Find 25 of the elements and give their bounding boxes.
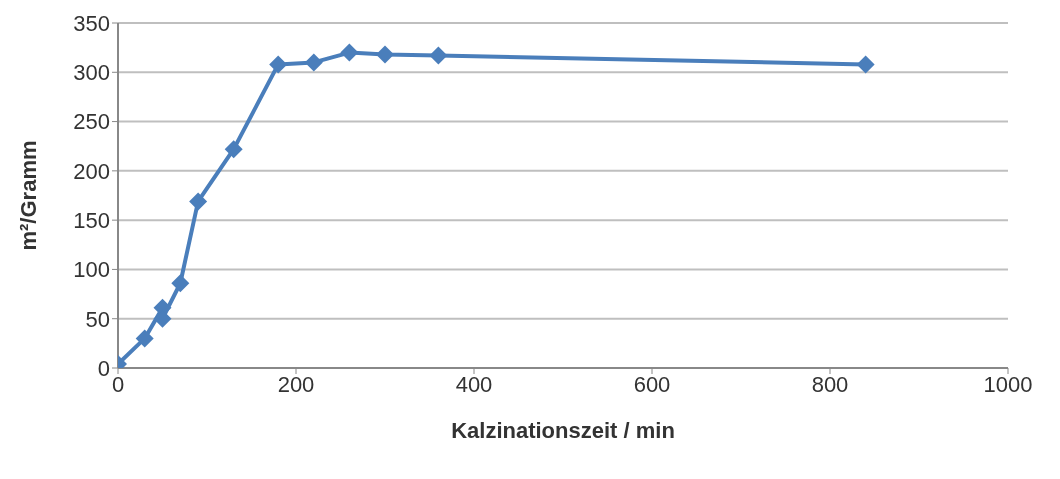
point xyxy=(189,192,208,211)
x-tick-label: 800 xyxy=(811,371,849,397)
y-tick-label: 50 xyxy=(85,306,110,332)
x-tick-label: 1000 xyxy=(983,371,1033,397)
y-tick-label: 300 xyxy=(73,60,110,86)
y-tick-label: 250 xyxy=(73,109,110,135)
point xyxy=(376,45,394,64)
y-axis-title: m²/Gramm xyxy=(15,140,41,251)
point xyxy=(269,55,288,74)
point xyxy=(340,43,359,62)
point xyxy=(856,55,875,74)
x-axis-title: Kalzinationszeit / min xyxy=(451,418,675,443)
x-tick-label: 600 xyxy=(633,371,671,397)
point xyxy=(304,53,323,72)
x-tick-label: 200 xyxy=(277,371,315,397)
y-tick-label: 100 xyxy=(73,257,110,283)
point xyxy=(224,140,243,159)
point xyxy=(171,274,190,293)
y-tick-label: 150 xyxy=(73,207,110,233)
point xyxy=(135,329,154,348)
x-tick-label: 400 xyxy=(455,371,493,397)
y-tick-label: 200 xyxy=(73,158,110,184)
y-tick-label: 350 xyxy=(73,10,110,36)
point xyxy=(429,46,448,65)
y-tick-label: 0 xyxy=(97,355,110,381)
